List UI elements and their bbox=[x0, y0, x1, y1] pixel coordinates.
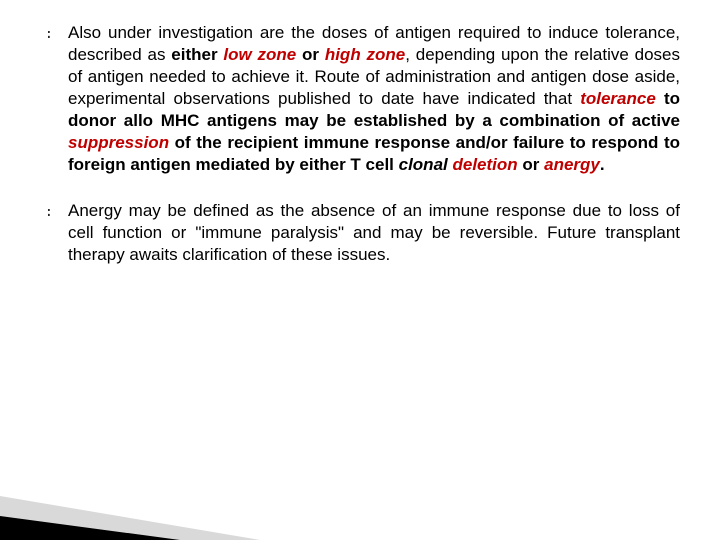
bullet-marker: ։ bbox=[46, 200, 68, 222]
text-run: anergy bbox=[544, 155, 600, 174]
text-run: either bbox=[171, 45, 223, 64]
slide: ։ Also under investigation are the doses… bbox=[0, 0, 720, 540]
text-run: deletion bbox=[452, 155, 517, 174]
text-run: . bbox=[600, 155, 605, 174]
bullet-item: ։ Anergy may be defined as the absence o… bbox=[46, 200, 680, 266]
text-run: Anergy may be defined as the absence of … bbox=[68, 201, 680, 264]
text-run: high zone bbox=[325, 45, 405, 64]
wedge-layer-light bbox=[0, 496, 260, 540]
bullet-marker: ։ bbox=[46, 22, 68, 44]
text-run: or bbox=[296, 45, 325, 64]
text-run: tolerance bbox=[580, 89, 656, 108]
decorative-wedge bbox=[0, 476, 260, 540]
text-run: or bbox=[518, 155, 544, 174]
text-run: clonal bbox=[399, 155, 453, 174]
bullet-item: ։ Also under investigation are the doses… bbox=[46, 22, 680, 176]
bullet-text-1: Also under investigation are the doses o… bbox=[68, 22, 680, 176]
text-run: suppression bbox=[68, 133, 169, 152]
text-run: low zone bbox=[223, 45, 296, 64]
wedge-layer-dark bbox=[0, 516, 180, 540]
bullet-text-2: Anergy may be defined as the absence of … bbox=[68, 200, 680, 266]
